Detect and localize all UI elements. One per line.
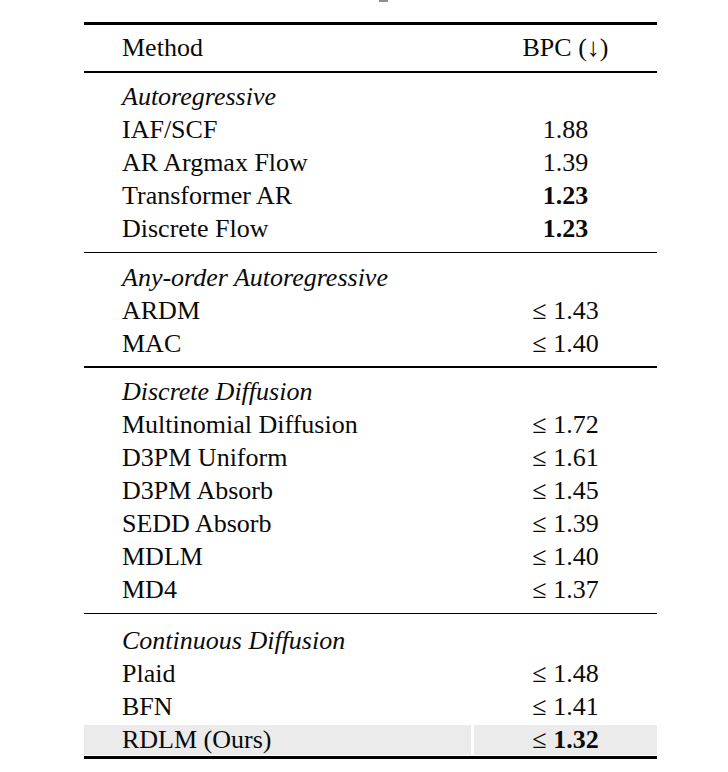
- method-cell: MD4: [84, 575, 471, 605]
- table-row: ARDM ≤ 1.43: [84, 294, 657, 327]
- bpc-column-header: BPC (↓): [474, 33, 657, 63]
- leq-symbol: ≤: [532, 296, 553, 325]
- results-table: Method BPC (↓) Autoregressive IAF/SCF 1.…: [84, 22, 657, 759]
- table-row: BFN ≤ 1.41: [84, 690, 657, 723]
- section-continuous-diffusion: Continuous Diffusion Plaid ≤ 1.48 BFN ≤ …: [84, 614, 657, 756]
- table-row: Plaid ≤ 1.48: [84, 657, 657, 690]
- paper-page: { "page": { "background": "#ffffff", "hi…: [0, 0, 728, 772]
- bpc-value-cell: 1.23: [474, 181, 657, 211]
- bpc-value-cell: ≤ 1.40: [474, 542, 657, 572]
- method-cell: BFN: [84, 692, 471, 722]
- cropped-caption-artifact: [379, 0, 388, 2]
- leq-symbol: ≤: [532, 443, 553, 472]
- bpc-value-cell: ≤ 1.32: [474, 725, 657, 755]
- table-row: MD4 ≤ 1.37: [84, 574, 657, 607]
- method-cell: SEDD Absorb: [84, 509, 471, 539]
- section-title-row: Autoregressive: [84, 81, 657, 114]
- bottom-rule: [84, 756, 657, 759]
- leq-symbol: ≤: [532, 542, 553, 571]
- bpc-number: 1.40: [553, 329, 599, 358]
- section-title-row: Discrete Diffusion: [84, 376, 657, 409]
- section-title: Continuous Diffusion: [84, 626, 471, 656]
- bpc-value-cell: ≤ 1.72: [474, 410, 657, 440]
- bpc-value-cell: ≤ 1.45: [474, 476, 657, 506]
- bpc-value-cell: ≤ 1.61: [474, 443, 657, 473]
- section-title: Any-order Autoregressive: [84, 263, 471, 293]
- bpc-number: 1.72: [553, 410, 599, 439]
- bpc-number: 1.61: [553, 443, 599, 472]
- bpc-value-cell: 1.23: [474, 214, 657, 244]
- leq-symbol: ≤: [532, 575, 553, 604]
- method-cell: Transformer AR: [84, 181, 471, 211]
- table-row: IAF/SCF 1.88: [84, 114, 657, 147]
- bpc-number: 1.39: [543, 148, 589, 177]
- bpc-number: 1.40: [553, 542, 599, 571]
- leq-symbol: ≤: [532, 692, 553, 721]
- table-header-row: Method BPC (↓): [84, 25, 657, 71]
- table-row: SEDD Absorb ≤ 1.39: [84, 508, 657, 541]
- bpc-value-cell: 1.39: [474, 148, 657, 178]
- table-row: Discrete Flow 1.23: [84, 213, 657, 246]
- leq-symbol: ≤: [532, 725, 553, 754]
- bpc-number: 1.23: [543, 181, 589, 210]
- method-cell: ARDM: [84, 296, 471, 326]
- method-cell: AR Argmax Flow: [84, 148, 471, 178]
- table-row: MDLM ≤ 1.40: [84, 541, 657, 574]
- bpc-number: 1.39: [553, 509, 599, 538]
- bpc-number: 1.41: [553, 692, 599, 721]
- table-row-ours-highlighted: RDLM (Ours) ≤ 1.32: [84, 723, 657, 756]
- method-cell: Plaid: [84, 659, 471, 689]
- bpc-value-cell: ≤ 1.40: [474, 329, 657, 359]
- bpc-number: 1.37: [553, 575, 599, 604]
- method-cell: MAC: [84, 329, 471, 359]
- bpc-value-cell: ≤ 1.39: [474, 509, 657, 539]
- method-cell: Discrete Flow: [84, 214, 471, 244]
- section-title: Autoregressive: [84, 82, 471, 112]
- table-row: AR Argmax Flow 1.39: [84, 147, 657, 180]
- leq-symbol: ≤: [532, 659, 553, 688]
- section-title-row: Continuous Diffusion: [84, 624, 657, 657]
- bpc-number: 1.32: [553, 725, 599, 754]
- leq-symbol: ≤: [532, 509, 553, 538]
- section-any-order-autoregressive: Any-order Autoregressive ARDM ≤ 1.43 MAC…: [84, 253, 657, 366]
- bpc-number: 1.48: [553, 659, 599, 688]
- method-cell: D3PM Absorb: [84, 476, 471, 506]
- bpc-value-cell: 1.88: [474, 115, 657, 145]
- table-row: D3PM Absorb ≤ 1.45: [84, 475, 657, 508]
- table-row: D3PM Uniform ≤ 1.61: [84, 442, 657, 475]
- section-discrete-diffusion: Discrete Diffusion Multinomial Diffusion…: [84, 368, 657, 613]
- section-title-row: Any-order Autoregressive: [84, 261, 657, 294]
- table-row: Transformer AR 1.23: [84, 180, 657, 213]
- leq-symbol: ≤: [532, 476, 553, 505]
- bpc-value-cell: ≤ 1.37: [474, 575, 657, 605]
- section-autoregressive: Autoregressive IAF/SCF 1.88 AR Argmax Fl…: [84, 73, 657, 252]
- method-cell: IAF/SCF: [84, 115, 471, 145]
- table-row: Multinomial Diffusion ≤ 1.72: [84, 409, 657, 442]
- method-cell: MDLM: [84, 542, 471, 572]
- bpc-value-cell: ≤ 1.48: [474, 659, 657, 689]
- bpc-value-cell: ≤ 1.41: [474, 692, 657, 722]
- leq-symbol: ≤: [532, 410, 553, 439]
- method-column-header: Method: [84, 33, 471, 63]
- bpc-number: 1.43: [553, 296, 599, 325]
- table-row: MAC ≤ 1.40: [84, 327, 657, 360]
- method-cell: D3PM Uniform: [84, 443, 471, 473]
- leq-symbol: ≤: [532, 329, 553, 358]
- method-cell: Multinomial Diffusion: [84, 410, 471, 440]
- bpc-number: 1.23: [543, 214, 589, 243]
- bpc-number: 1.45: [553, 476, 599, 505]
- bpc-value-cell: ≤ 1.43: [474, 296, 657, 326]
- bpc-number: 1.88: [543, 115, 589, 144]
- method-cell: RDLM (Ours): [84, 725, 471, 755]
- section-title: Discrete Diffusion: [84, 377, 471, 407]
